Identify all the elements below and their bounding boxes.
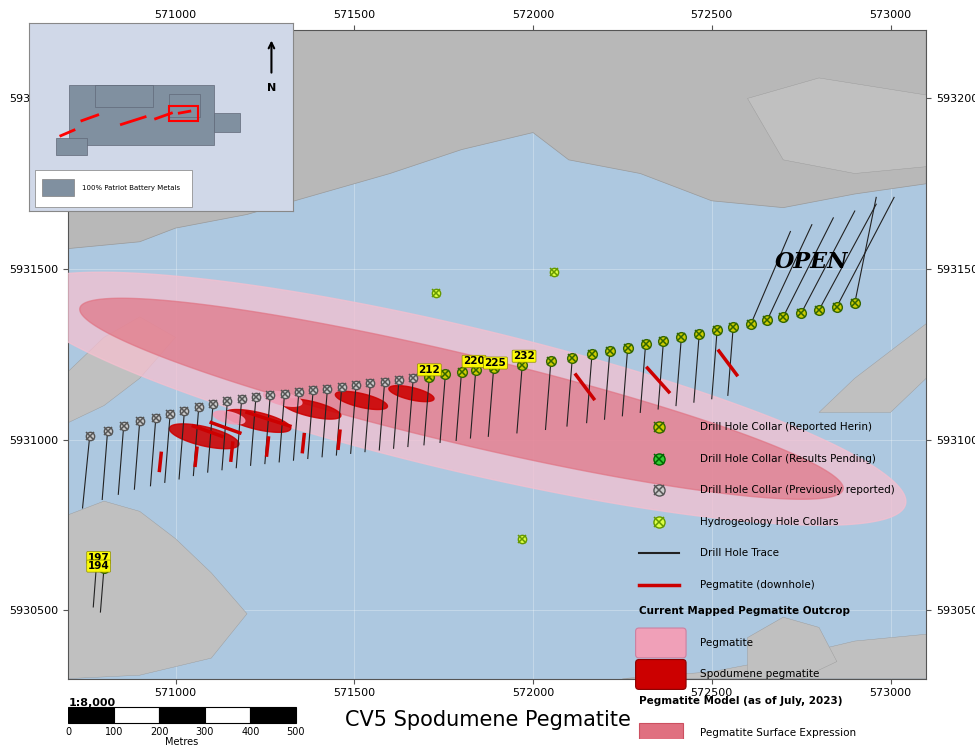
Bar: [43, 179, 74, 196]
Polygon shape: [18, 272, 906, 526]
Bar: [214, 113, 240, 132]
Text: Drill Hole Collar (Results Pending): Drill Hole Collar (Results Pending): [699, 454, 876, 464]
Text: 232: 232: [513, 351, 535, 361]
Text: 194: 194: [88, 561, 109, 571]
Text: CV5 Spodumene Pegmatite: CV5 Spodumene Pegmatite: [344, 710, 631, 730]
Text: Drill Hole Collar (Previously reported): Drill Hole Collar (Previously reported): [699, 485, 894, 495]
FancyBboxPatch shape: [636, 660, 686, 689]
Text: 0: 0: [65, 728, 71, 737]
Text: 220: 220: [463, 357, 485, 366]
Text: Pegmatite (downhole): Pegmatite (downhole): [699, 580, 814, 590]
Text: Drill Hole Trace: Drill Hole Trace: [699, 548, 778, 558]
Polygon shape: [389, 385, 434, 402]
Polygon shape: [80, 299, 843, 499]
Text: 197: 197: [88, 553, 109, 562]
Text: 400: 400: [241, 728, 259, 737]
Bar: [205, 707, 251, 723]
Polygon shape: [68, 317, 176, 423]
Text: 212: 212: [418, 365, 440, 375]
FancyBboxPatch shape: [636, 628, 686, 658]
Text: Drill Hole Collar (Reported Herin): Drill Hole Collar (Reported Herin): [699, 422, 872, 432]
Text: 100: 100: [104, 728, 123, 737]
Bar: [68, 707, 114, 723]
Polygon shape: [622, 634, 926, 679]
Bar: [114, 707, 159, 723]
Text: N: N: [267, 83, 276, 93]
Bar: [68, 85, 214, 145]
Polygon shape: [335, 391, 387, 409]
Bar: [169, 94, 201, 117]
Text: Pegmatite Surface Expression: Pegmatite Surface Expression: [699, 728, 856, 737]
Text: OPEN: OPEN: [775, 251, 848, 273]
Text: 100% Patriot Battery Metals: 100% Patriot Battery Metals: [82, 185, 180, 191]
Text: Current Mapped Pegmatite Outcrop: Current Mapped Pegmatite Outcrop: [639, 606, 850, 617]
Text: Pegmatite: Pegmatite: [699, 638, 753, 648]
Polygon shape: [819, 323, 926, 412]
Text: 225: 225: [485, 358, 506, 368]
Text: 200: 200: [150, 728, 169, 737]
Bar: [96, 84, 153, 107]
Polygon shape: [748, 618, 837, 679]
Text: Metres: Metres: [166, 737, 199, 747]
Polygon shape: [282, 399, 341, 419]
Polygon shape: [214, 411, 245, 424]
Polygon shape: [68, 501, 247, 679]
Polygon shape: [68, 30, 926, 249]
Polygon shape: [170, 424, 239, 449]
Bar: [169, 106, 198, 121]
Polygon shape: [748, 78, 926, 173]
Polygon shape: [224, 409, 291, 432]
Bar: [639, 723, 682, 743]
Bar: [34, 170, 192, 207]
Text: 1:8,000: 1:8,000: [68, 698, 115, 708]
Text: 500: 500: [287, 728, 305, 737]
Bar: [251, 707, 295, 723]
Text: Hydrogeology Hole Collars: Hydrogeology Hole Collars: [699, 516, 838, 526]
Bar: [159, 707, 205, 723]
Text: 300: 300: [196, 728, 214, 737]
Bar: [56, 138, 87, 155]
Text: Pegmatite Model (as of July, 2023): Pegmatite Model (as of July, 2023): [639, 696, 842, 706]
Polygon shape: [263, 391, 302, 406]
Text: Spodumene pegmatite: Spodumene pegmatite: [699, 670, 819, 679]
